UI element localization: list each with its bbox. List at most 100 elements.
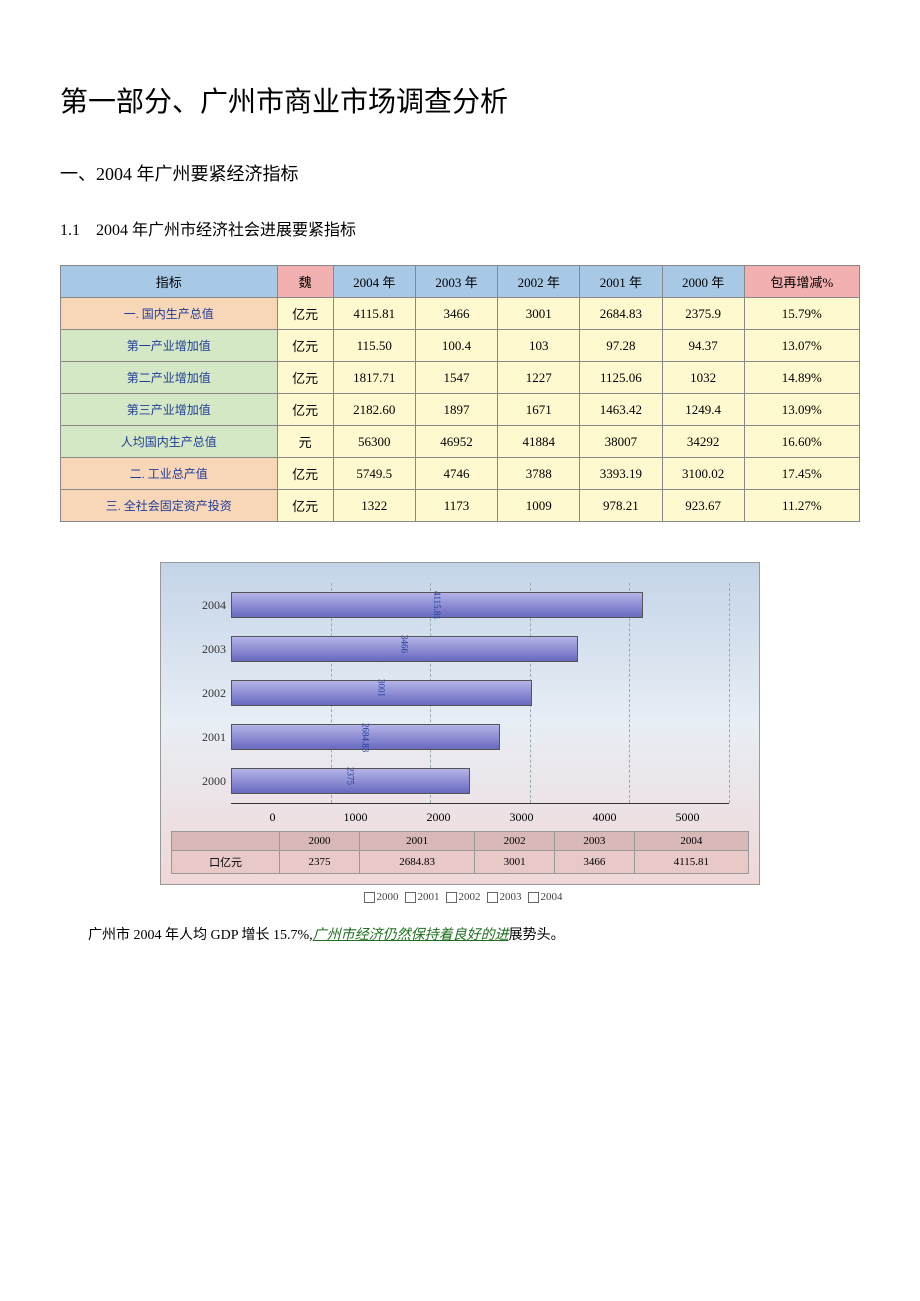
table-cell: 56300 — [333, 426, 415, 458]
chart-table-header: 2001 — [359, 832, 474, 851]
chart-bar-value: 4115.81 — [432, 591, 442, 620]
chart-table-header: 2002 — [475, 832, 555, 851]
chart-y-label: 2003 — [181, 642, 226, 657]
legend-swatch — [528, 892, 539, 903]
table-cell: 94.37 — [662, 330, 744, 362]
table-cell: 2684.83 — [580, 298, 662, 330]
chart-bar-value: 3466 — [400, 635, 410, 653]
table-cell: 11.27% — [744, 490, 859, 522]
table-cell: 1173 — [415, 490, 497, 522]
table-cell: 第三产业增加值 — [61, 394, 278, 426]
chart-bar: 4115.81 — [231, 592, 643, 618]
table-cell: 亿元 — [277, 330, 333, 362]
table-row: 第三产业增加值亿元2182.60189716711463.421249.413.… — [61, 394, 860, 426]
chart-table-cell: 口亿元 — [172, 851, 280, 874]
table-cell: 4115.81 — [333, 298, 415, 330]
col-header: 指标 — [61, 266, 278, 298]
chart-x-tick: 0 — [231, 810, 314, 825]
caption-post: 展势头。 — [509, 928, 565, 943]
section-heading-1: 一、2004 年广州要紧经济指标 — [60, 160, 860, 186]
table-cell: 15.79% — [744, 298, 859, 330]
table-cell: 4746 — [415, 458, 497, 490]
chart-table-header — [172, 832, 280, 851]
table-cell: 第一产业增加值 — [61, 330, 278, 362]
table-cell: 13.07% — [744, 330, 859, 362]
chart-table-cell: 2375 — [280, 851, 360, 874]
chart-area: 20044115.81200334662002300120012684.8320… — [160, 562, 760, 885]
chart-table-cell: 3466 — [554, 851, 634, 874]
legend-swatch — [446, 892, 457, 903]
chart-y-label: 2002 — [181, 686, 226, 701]
table-cell: 978.21 — [580, 490, 662, 522]
legend-label: 2002 — [459, 891, 481, 903]
legend-swatch — [364, 892, 375, 903]
chart-y-label: 2000 — [181, 774, 226, 789]
table-cell: 1671 — [498, 394, 580, 426]
caption-text: 广州市 2004 年人均 GDP 增长 15.7%,广州市经济仍然保持着良好的进… — [60, 923, 860, 948]
chart-table-header: 2003 — [554, 832, 634, 851]
chart-y-label: 2004 — [181, 598, 226, 613]
table-cell: 1897 — [415, 394, 497, 426]
table-header-row: 指标 魏 2004 年 2003 年 2002 年 2001 年 2000 年 … — [61, 266, 860, 298]
table-cell: 1009 — [498, 490, 580, 522]
table-cell: 亿元 — [277, 458, 333, 490]
table-cell: 亿元 — [277, 298, 333, 330]
table-cell: 13.09% — [744, 394, 859, 426]
table-cell: 1227 — [498, 362, 580, 394]
table-cell: 3393.19 — [580, 458, 662, 490]
table-cell: 1817.71 — [333, 362, 415, 394]
table-cell: 1322 — [333, 490, 415, 522]
table-cell: 1463.42 — [580, 394, 662, 426]
table-cell: 103 — [498, 330, 580, 362]
page-title: 第一部分、广州市商业市场调查分析 — [60, 80, 860, 120]
legend-swatch — [405, 892, 416, 903]
caption-underline: 广州市经济仍然保持着良好的进 — [313, 928, 509, 943]
chart-y-label: 2001 — [181, 730, 226, 745]
table-cell: 一. 国内生产总值 — [61, 298, 278, 330]
table-row: 人均国内生产总值元563004695241884380073429216.60% — [61, 426, 860, 458]
table-row: 一. 国内生产总值亿元4115.81346630012684.832375.91… — [61, 298, 860, 330]
chart-table-cell: 3001 — [475, 851, 555, 874]
table-cell: 100.4 — [415, 330, 497, 362]
table-cell: 1249.4 — [662, 394, 744, 426]
table-cell: 1125.06 — [580, 362, 662, 394]
table-cell: 元 — [277, 426, 333, 458]
chart-x-tick: 2000 — [397, 810, 480, 825]
chart-table-header: 2004 — [634, 832, 748, 851]
chart-x-tick: 5000 — [646, 810, 729, 825]
table-cell: 5749.5 — [333, 458, 415, 490]
table-cell: 3001 — [498, 298, 580, 330]
chart-table-cell: 2684.83 — [359, 851, 474, 874]
table-cell: 2182.60 — [333, 394, 415, 426]
table-cell: 人均国内生产总值 — [61, 426, 278, 458]
chart-bar: 2684.83 — [231, 724, 500, 750]
table-cell: 2375.9 — [662, 298, 744, 330]
table-row: 第二产业增加值亿元1817.71154712271125.06103214.89… — [61, 362, 860, 394]
table-row: 二. 工业总产值亿元5749.5474637883393.193100.0217… — [61, 458, 860, 490]
col-header: 2003 年 — [415, 266, 497, 298]
table-cell: 38007 — [580, 426, 662, 458]
chart-bar: 3001 — [231, 680, 532, 706]
chart-bar-value: 2375 — [345, 767, 355, 785]
table-cell: 亿元 — [277, 362, 333, 394]
legend-label: 2003 — [500, 891, 522, 903]
chart-table-cell: 4115.81 — [634, 851, 748, 874]
col-header: 2002 年 — [498, 266, 580, 298]
chart-bar: 2375 — [231, 768, 470, 794]
col-header: 魏 — [277, 266, 333, 298]
legend-label: 2000 — [377, 891, 399, 903]
chart-bar: 3466 — [231, 636, 578, 662]
section-heading-1-1: 1.1 2004 年广州市经济社会进展要紧指标 — [60, 216, 860, 240]
table-cell: 3788 — [498, 458, 580, 490]
table-cell: 1547 — [415, 362, 497, 394]
legend-label: 2004 — [541, 891, 563, 903]
table-cell: 1032 — [662, 362, 744, 394]
table-cell: 亿元 — [277, 394, 333, 426]
table-cell: 16.60% — [744, 426, 859, 458]
table-cell: 二. 工业总产值 — [61, 458, 278, 490]
caption-pre: 广州市 2004 年人均 GDP 增长 15.7%, — [88, 928, 313, 943]
table-cell: 17.45% — [744, 458, 859, 490]
table-cell: 三. 全社会固定资产投资 — [61, 490, 278, 522]
col-header: 2000 年 — [662, 266, 744, 298]
chart-x-tick: 1000 — [314, 810, 397, 825]
